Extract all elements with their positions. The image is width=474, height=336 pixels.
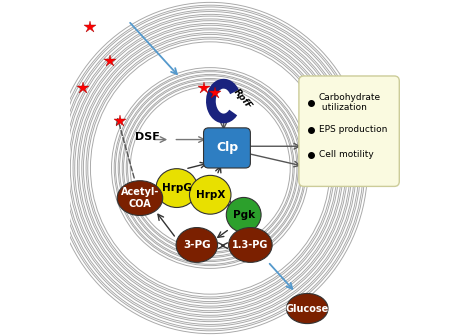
Ellipse shape	[190, 175, 231, 214]
Text: Cell motility: Cell motility	[319, 150, 374, 159]
Text: Acetyl-
COA: Acetyl- COA	[121, 187, 159, 209]
Text: 1.3-PG: 1.3-PG	[232, 240, 269, 250]
Ellipse shape	[228, 227, 272, 262]
Ellipse shape	[176, 227, 218, 262]
Text: Glucose: Glucose	[286, 303, 329, 313]
FancyBboxPatch shape	[203, 128, 250, 168]
FancyBboxPatch shape	[299, 76, 399, 186]
Text: Clp: Clp	[216, 141, 238, 155]
Text: HrpX: HrpX	[196, 190, 225, 200]
Text: EPS production: EPS production	[319, 125, 387, 134]
Text: Pgk: Pgk	[233, 210, 255, 220]
Text: RpfF: RpfF	[232, 88, 254, 111]
Ellipse shape	[226, 198, 261, 232]
Text: DSF: DSF	[135, 132, 160, 141]
Text: HrpG: HrpG	[162, 183, 191, 193]
Ellipse shape	[117, 181, 163, 215]
Ellipse shape	[286, 293, 328, 324]
Text: Carbohydrate
 utilization: Carbohydrate utilization	[319, 93, 381, 113]
Text: 3-PG: 3-PG	[183, 240, 210, 250]
Ellipse shape	[156, 169, 198, 208]
